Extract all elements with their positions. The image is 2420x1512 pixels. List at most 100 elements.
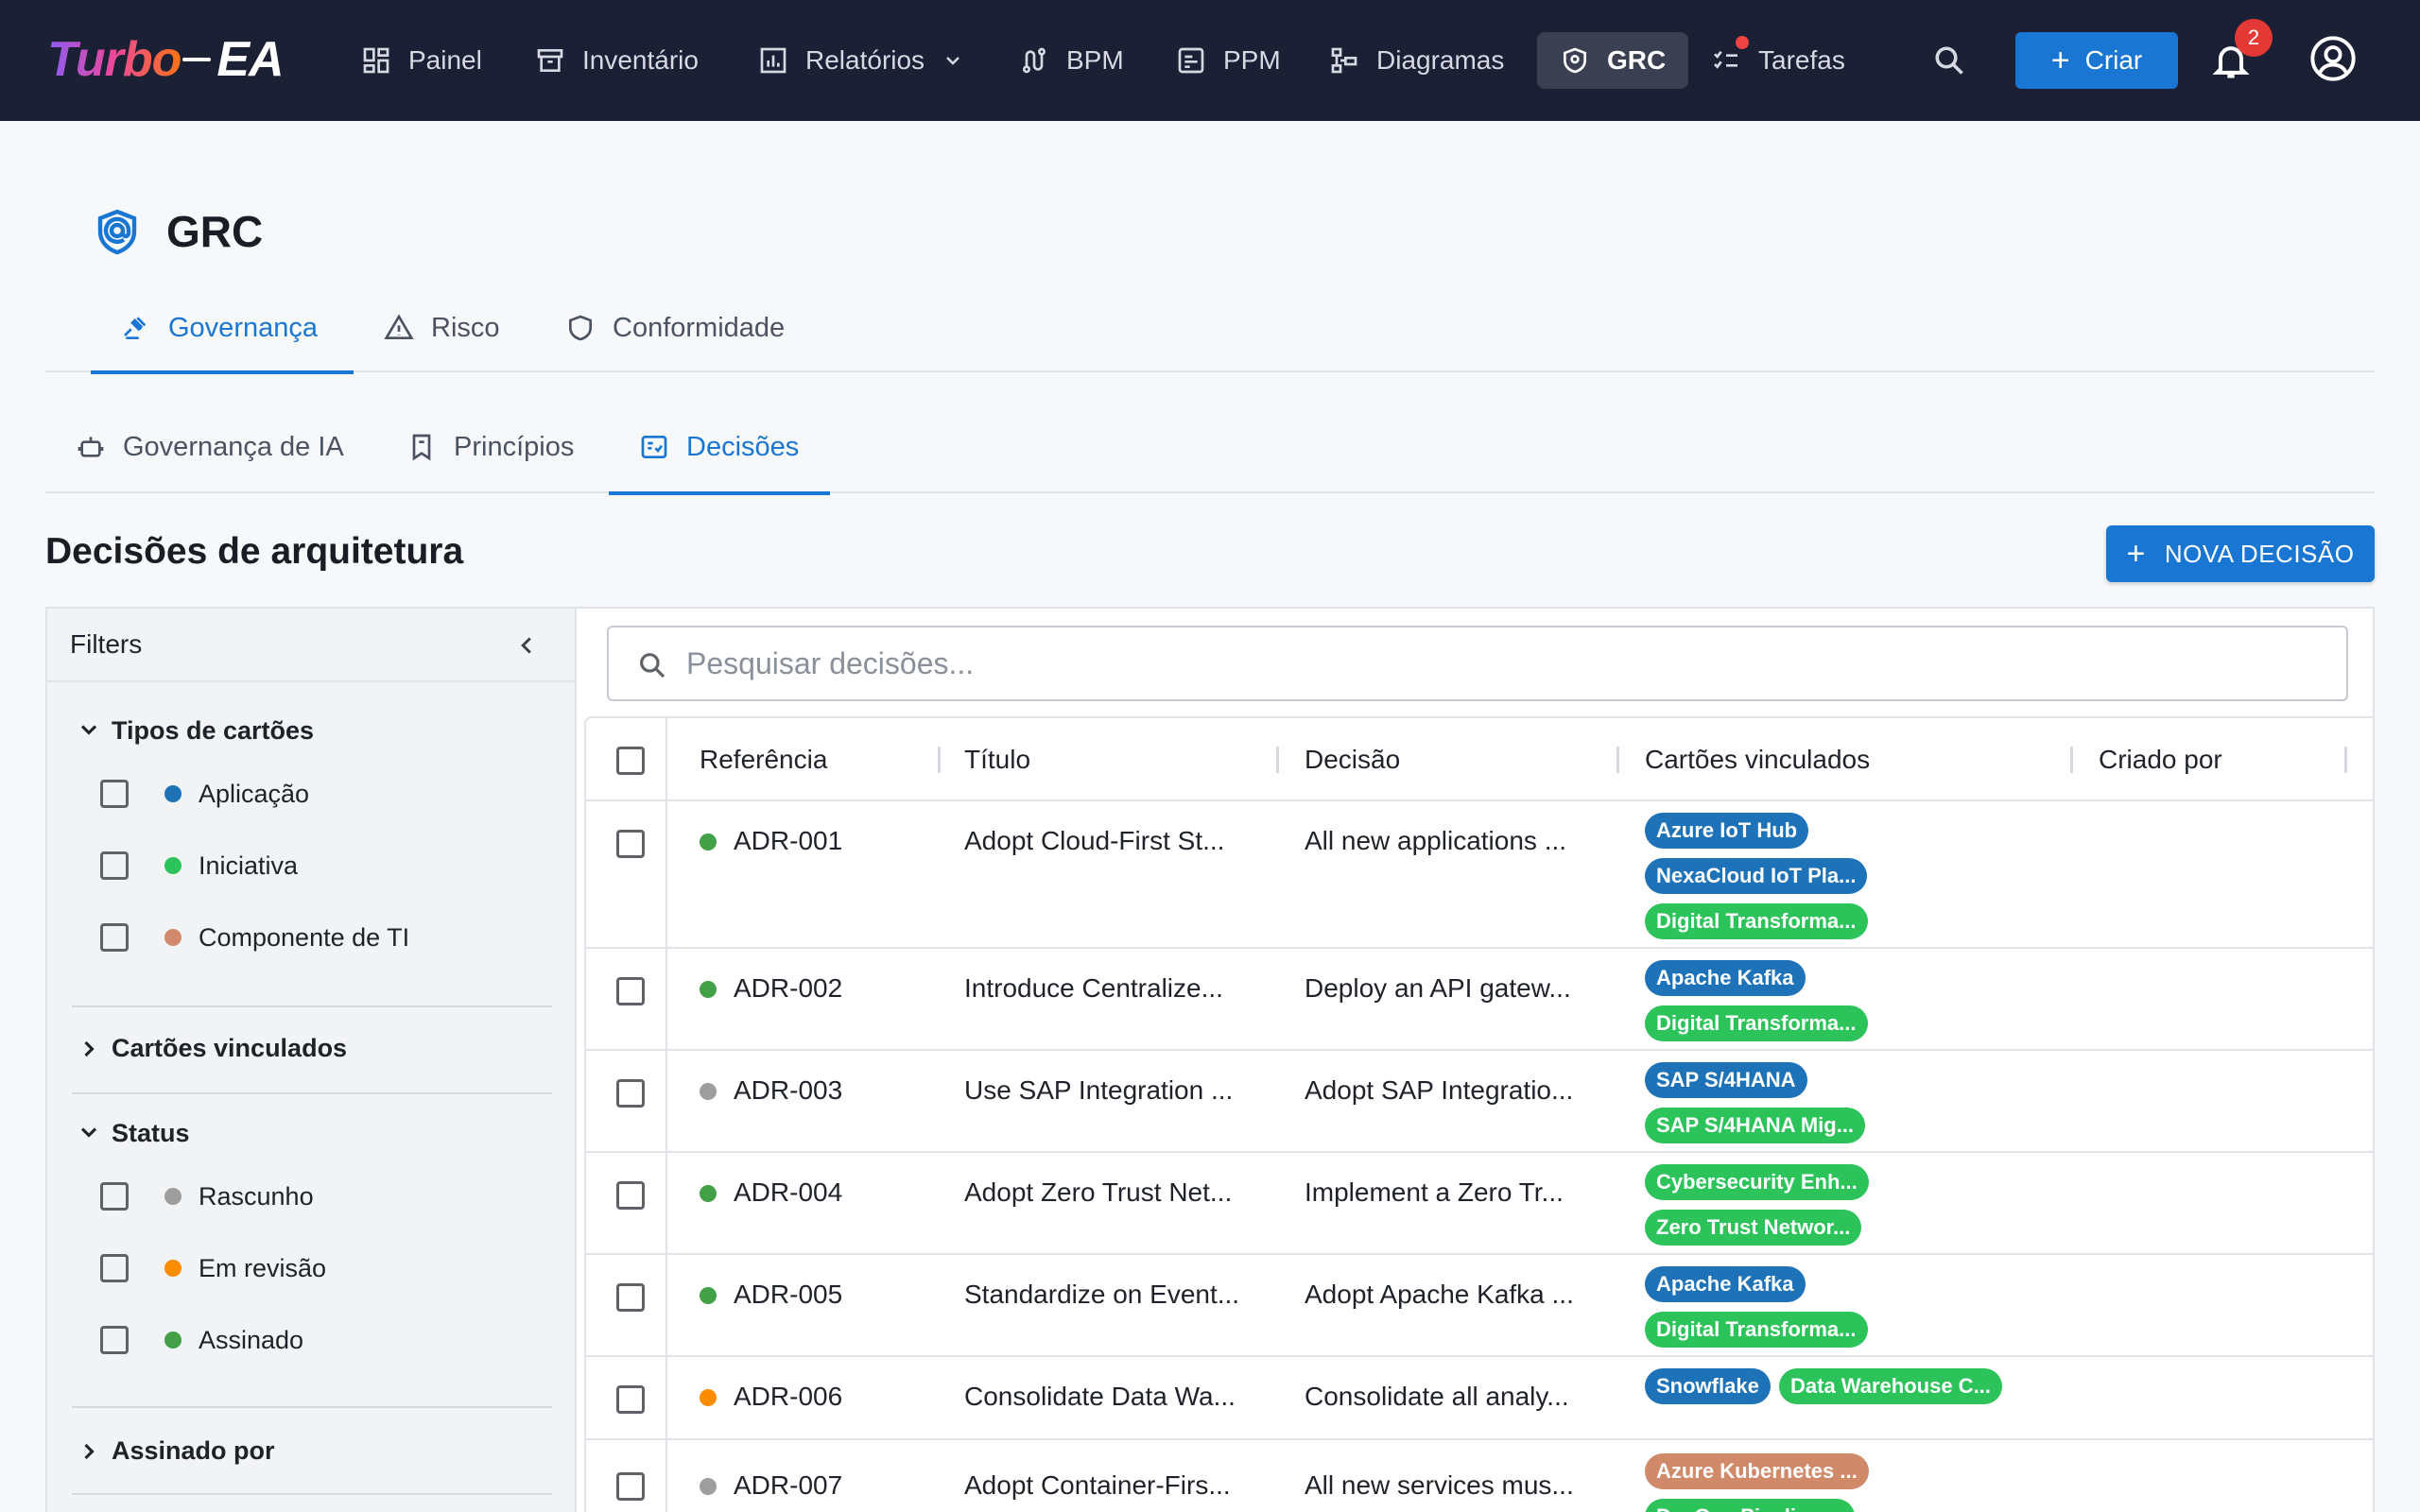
- bell-icon[interactable]: [2210, 40, 2252, 81]
- collapse-panel-icon[interactable]: [512, 631, 541, 660]
- nav-item-label: Painel: [408, 45, 482, 75]
- filter-option-label: Aplicação: [199, 779, 310, 808]
- tab-governanca[interactable]: Governança: [91, 284, 354, 374]
- table-row[interactable]: ADR-002 Introduce Centralize... Deploy a…: [586, 949, 2375, 1051]
- filter-group-linked-cards[interactable]: Cartões vinculados: [112, 1034, 348, 1062]
- linked-card-chip[interactable]: Apache Kafka: [1645, 960, 1806, 996]
- table-row[interactable]: ADR-001 Adopt Cloud-First St... All new …: [586, 801, 2375, 949]
- filter-option-label: Componente de TI: [199, 922, 410, 952]
- turbo-ea-logo[interactable]: Turbo EA: [47, 26, 285, 93]
- row-checkbox[interactable]: [616, 1079, 645, 1108]
- table-row[interactable]: ADR-004 Adopt Zero Trust Net... Implemen…: [586, 1153, 2375, 1255]
- column-resizer[interactable]: [2070, 747, 2073, 773]
- type-color-dot: [164, 929, 182, 946]
- filter-option-em-revisao[interactable]: Em revisão: [100, 1249, 326, 1287]
- table-row[interactable]: ADR-006 Consolidate Data Wa... Consolida…: [586, 1357, 2375, 1440]
- cell-decision: All new services mus...: [1305, 1470, 1574, 1500]
- linked-card-chip[interactable]: SAP S/4HANA Mig...: [1645, 1108, 1866, 1143]
- row-checkbox[interactable]: [616, 977, 645, 1005]
- column-resizer[interactable]: [2344, 747, 2347, 773]
- filter-option-componente-ti[interactable]: Componente de TI: [100, 919, 409, 956]
- column-header-reference[interactable]: Referência: [700, 745, 828, 774]
- tab-label: Conformidade: [613, 312, 786, 343]
- linked-card-chip[interactable]: NexaCloud IoT Pla...: [1645, 858, 1868, 894]
- select-all-checkbox[interactable]: [616, 747, 645, 775]
- subtab-decisoes[interactable]: Decisões: [609, 401, 830, 495]
- chevron-down-icon[interactable]: [76, 1119, 102, 1145]
- linked-card-chip[interactable]: Zero Trust Networ...: [1645, 1210, 1862, 1246]
- search-input[interactable]: [686, 643, 2293, 684]
- dashboard-icon: [363, 47, 389, 74]
- new-decision-button[interactable]: + NOVA DECISÃO: [2106, 525, 2375, 582]
- table-row[interactable]: ADR-003 Use SAP Integration ... Adopt SA…: [586, 1051, 2375, 1153]
- column-resizer[interactable]: [938, 747, 941, 773]
- checkbox[interactable]: [100, 1182, 129, 1211]
- linked-card-chip[interactable]: Azure IoT Hub: [1645, 813, 1809, 849]
- nav-item-label: Relatórios: [805, 45, 925, 75]
- robot-icon: [78, 437, 104, 457]
- status-color-dot: [164, 1188, 182, 1205]
- column-header-title[interactable]: Título: [964, 745, 1031, 774]
- search-icon[interactable]: [1932, 43, 1966, 77]
- checkbox[interactable]: [100, 851, 129, 880]
- table-row[interactable]: ADR-007 Adopt Container-Firs... All new …: [586, 1440, 2375, 1512]
- chevron-right-icon[interactable]: [76, 1036, 102, 1062]
- filter-option-rascunho[interactable]: Rascunho: [100, 1177, 314, 1215]
- filter-option-label: Em revisão: [199, 1253, 327, 1282]
- column-resizer[interactable]: [1276, 747, 1279, 773]
- nav-item-diagramas[interactable]: Diagramas: [1329, 32, 1504, 89]
- linked-card-chip[interactable]: Apache Kafka: [1645, 1266, 1806, 1302]
- account-icon[interactable]: [2308, 34, 2358, 83]
- filter-group-signed-by[interactable]: Assinado por: [112, 1436, 275, 1465]
- checkbox[interactable]: [100, 1254, 129, 1282]
- nav-item-relatorios[interactable]: Relatórios: [758, 32, 964, 89]
- status-dot-signed: [700, 833, 717, 850]
- column-header-linked-cards[interactable]: Cartões vinculados: [1645, 745, 1871, 774]
- tab-risco[interactable]: Risco: [384, 284, 500, 372]
- linked-card-chip[interactable]: Cybersecurity Enh...: [1645, 1164, 1869, 1200]
- nav-item-tarefas[interactable]: Tarefas: [1711, 32, 1845, 89]
- chevron-down-icon[interactable]: [76, 716, 102, 743]
- cell-title: Adopt Cloud-First St...: [964, 826, 1225, 855]
- table-row[interactable]: ADR-005 Standardize on Event... Adopt Ap…: [586, 1255, 2375, 1357]
- decisions-table-panel: Referência Título Decisão Cartões vincul…: [577, 607, 2375, 1512]
- decision-icon: [641, 436, 667, 458]
- row-checkbox[interactable]: [616, 1385, 645, 1414]
- linked-card-chip[interactable]: Data Warehouse C...: [1779, 1368, 2002, 1404]
- search-box[interactable]: [607, 626, 2348, 701]
- column-header-decision[interactable]: Decisão: [1305, 745, 1401, 774]
- linked-card-chip[interactable]: Digital Transforma...: [1645, 903, 1868, 939]
- checkbox[interactable]: [100, 780, 129, 808]
- linked-card-chip[interactable]: Azure Kubernetes ...: [1645, 1453, 1869, 1489]
- nav-item-painel[interactable]: Painel: [361, 32, 482, 89]
- column-header-created-by[interactable]: Criado por: [2099, 745, 2222, 774]
- row-checkbox[interactable]: [616, 1181, 645, 1210]
- row-checkbox[interactable]: [616, 1472, 645, 1501]
- chevron-right-icon[interactable]: [76, 1438, 102, 1465]
- row-checkbox[interactable]: [616, 830, 645, 858]
- create-button[interactable]: + Criar: [2015, 32, 2178, 89]
- linked-card-chip[interactable]: DevOps Pipeline ...: [1645, 1499, 1856, 1512]
- column-resizer[interactable]: [1616, 747, 1619, 773]
- linked-card-chip[interactable]: SAP S/4HANA: [1645, 1062, 1807, 1098]
- linked-card-chip[interactable]: Digital Transforma...: [1645, 1312, 1868, 1348]
- subtab-governanca-ia[interactable]: Governança de IA: [76, 401, 344, 493]
- cell-reference: ADR-004: [734, 1177, 843, 1207]
- nav-item-bpm[interactable]: BPM: [1019, 32, 1124, 89]
- nav-item-grc[interactable]: GRC: [1537, 32, 1689, 89]
- nav-item-inventario[interactable]: Inventário: [535, 32, 699, 89]
- filter-group-status[interactable]: Status: [112, 1119, 190, 1147]
- filter-option-aplicacao[interactable]: Aplicação: [100, 775, 309, 813]
- filter-option-iniciativa[interactable]: Iniciativa: [100, 847, 298, 885]
- linked-card-chip[interactable]: Snowflake: [1645, 1368, 1771, 1404]
- checkbox[interactable]: [100, 1326, 129, 1354]
- nav-item-ppm[interactable]: PPM: [1176, 32, 1281, 89]
- section-title: Decisões de arquitetura: [45, 531, 464, 572]
- subtab-principios[interactable]: Princípios: [406, 401, 574, 493]
- filter-group-card-types[interactable]: Tipos de cartões: [112, 716, 315, 745]
- linked-card-chip[interactable]: Digital Transforma...: [1645, 1005, 1868, 1041]
- checkbox[interactable]: [100, 923, 129, 952]
- row-checkbox[interactable]: [616, 1283, 645, 1312]
- tab-conformidade[interactable]: Conformidade: [565, 284, 785, 372]
- filter-option-assinado[interactable]: Assinado: [100, 1321, 303, 1359]
